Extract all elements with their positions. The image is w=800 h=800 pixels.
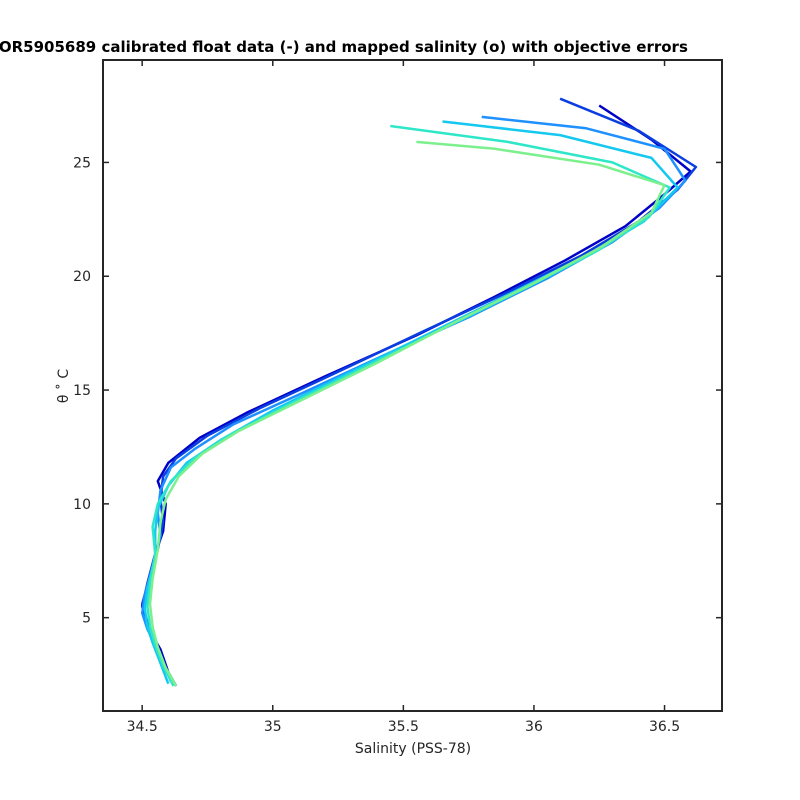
x-tick-label: 35 — [264, 719, 282, 735]
x-tick-label: 36.5 — [649, 719, 680, 735]
series-line-6 — [148, 140, 666, 687]
y-tick-label: 15 — [73, 383, 91, 399]
plot-frame — [102, 59, 723, 712]
series-line-4 — [143, 120, 679, 685]
y-tick-label: 25 — [73, 155, 91, 171]
y-tick-label: 10 — [73, 497, 91, 513]
series-line-2 — [140, 97, 698, 685]
y-tick-label: 5 — [82, 611, 91, 627]
x-axis: 34.5 35 35.5 36 36.5 — [127, 60, 680, 735]
y-tick-label: 20 — [73, 269, 91, 285]
y-axis: 5 10 15 20 25 — [73, 155, 722, 627]
chart-title: OW chosen levels - WMOR5905689 calibrate… — [0, 38, 688, 56]
series-line-1 — [140, 104, 692, 687]
series-line-5 — [146, 124, 672, 687]
x-axis-label: Salinity (PSS-78) — [355, 741, 471, 757]
series-line-3 — [140, 115, 687, 682]
x-tick-label: 34.5 — [127, 719, 158, 735]
y-axis-label: θ ˚ C — [55, 369, 72, 403]
x-tick-label: 36 — [525, 719, 543, 735]
x-tick-label: 35.5 — [388, 719, 419, 735]
series-layer — [140, 97, 698, 687]
